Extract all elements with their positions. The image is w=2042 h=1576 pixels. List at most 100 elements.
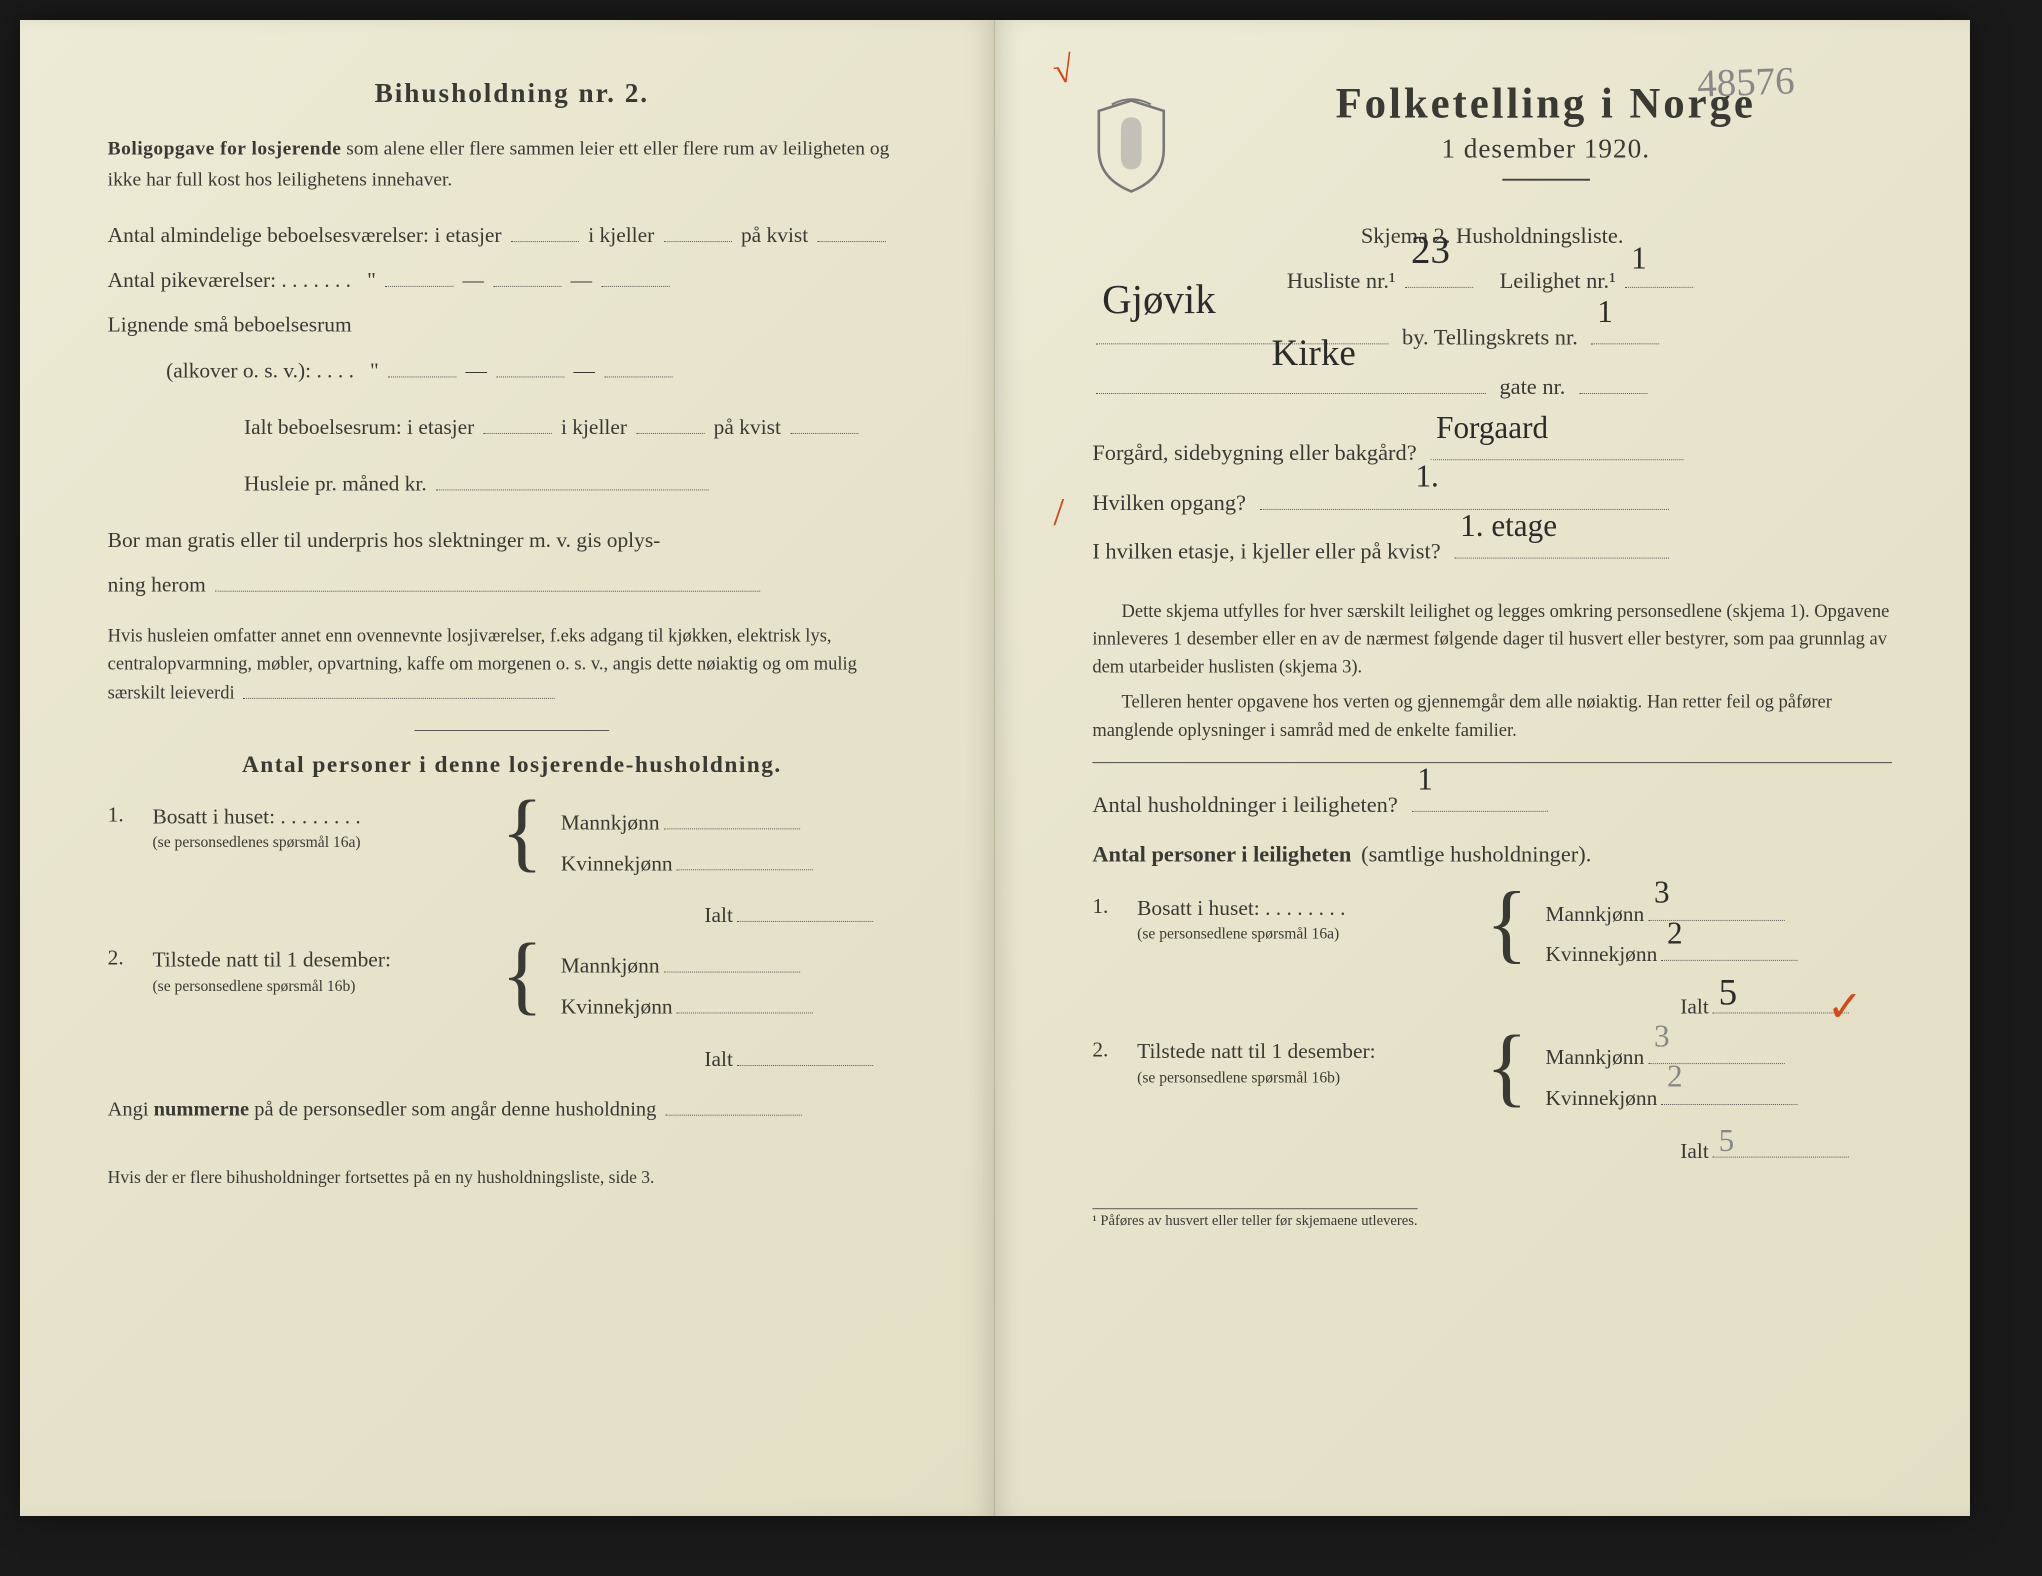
- label: Tilstede natt til 1 desember: (se person…: [1137, 1037, 1468, 1089]
- txt: Forgård, sidebygning eller bakgård?: [1092, 429, 1416, 478]
- right-row1: 1. Bosatt i huset: . . . . . . . . (se p…: [1092, 893, 1892, 974]
- kvinne-label: Kvinnekjønn: [1545, 942, 1657, 966]
- txt: Bosatt i huset: . . . . . . . .: [1137, 895, 1345, 919]
- kvinne-label: Kvinnekjønn: [561, 994, 673, 1018]
- blank: [663, 806, 799, 830]
- left-ialt2: Ialt: [108, 1043, 916, 1072]
- hand-val: Kirke: [1272, 313, 1356, 394]
- txt: I hvilken etasje, i kjeller eller på kvi…: [1092, 528, 1440, 577]
- date: 1 desember 1920.: [1199, 134, 1891, 165]
- txt: Tilstede natt til 1 desember:: [1137, 1039, 1375, 1063]
- num: 1.: [108, 802, 135, 827]
- blank: [511, 219, 579, 243]
- num: 1.: [1092, 893, 1119, 918]
- lead-bold: Boligopgave for losjerende: [108, 138, 342, 159]
- left-page: Bihusholdning nr. 2. Boligopgave for los…: [20, 20, 995, 1516]
- txt: ning herom: [108, 573, 206, 597]
- txt-bold: nummerne: [154, 1097, 249, 1120]
- hand-val: 1. etage: [1460, 491, 1557, 560]
- txt: i kjeller: [588, 223, 654, 247]
- txt: (samtlige husholdninger).: [1361, 830, 1591, 879]
- num: 2.: [1092, 1037, 1119, 1062]
- right-row2: 2. Tilstede natt til 1 desember: (se per…: [1092, 1037, 1892, 1118]
- ditto: ": [367, 268, 376, 292]
- hand-val: 2: [1667, 903, 1683, 962]
- txt: (alkover o. s. v.): . . . .: [166, 358, 354, 382]
- mann-label: Mannkjønn: [561, 954, 660, 978]
- krets-blank: 1: [1591, 320, 1659, 345]
- blank: [601, 263, 669, 287]
- hand-val: Forgaard: [1436, 393, 1548, 462]
- pencil-number: 48576: [1696, 57, 1795, 106]
- blank: [677, 846, 813, 870]
- txt: Lignende små beboelsesrum: [108, 313, 352, 337]
- divider: [414, 730, 609, 731]
- mann-label: Mannkjønn: [1545, 1045, 1644, 1069]
- right-footnote: ¹ Påføres av husvert eller teller før sk…: [1092, 1208, 1417, 1229]
- txt: Bor man gratis eller til underpris hos s…: [108, 528, 661, 552]
- antal-pers-head: Antal personer i leiligheten (samtlige h…: [1092, 830, 1892, 879]
- txt: Bosatt i huset: . . . . . . . .: [152, 804, 360, 828]
- brace-icon: {: [1486, 1033, 1528, 1101]
- left-note: Hvis husleien omfatter annet enn ovennev…: [108, 621, 916, 708]
- mann-label: Mannkjønn: [1545, 901, 1644, 925]
- hand-val: 5: [1719, 972, 1738, 1015]
- red-check-mark: √: [1050, 48, 1077, 94]
- red-slash-mark: /: [1053, 469, 1064, 555]
- left-subhead: Antal personer i denne losjerende-hushol…: [108, 752, 916, 778]
- ditto: —: [463, 268, 484, 292]
- ialt-label: Ialt: [704, 1047, 733, 1071]
- gate-blank: Kirke: [1096, 369, 1486, 394]
- vals: Mannkjønn3 Kvinnekjønn2: [1545, 893, 1892, 974]
- txt: Husliste nr.¹: [1287, 268, 1396, 292]
- blank: [604, 353, 672, 377]
- mann-label: Mannkjønn: [561, 810, 660, 834]
- blank: [484, 410, 552, 434]
- kvinne-label: Kvinnekjønn: [561, 850, 673, 874]
- blank: [677, 990, 813, 1014]
- antal-hush-blank: 1: [1411, 788, 1547, 813]
- etasje-blank: 1. etage: [1454, 534, 1668, 559]
- blank: 2: [1661, 1082, 1797, 1106]
- blank: [665, 1093, 801, 1115]
- sub: (se personsedlenes spørsmål 16a): [152, 833, 483, 854]
- txt: Antal pikeværelser: . . . . . . .: [108, 268, 351, 292]
- left-tinyfoot: Hvis der er flere bihusholdninger fortse…: [108, 1167, 916, 1187]
- txt: Ialt beboelsesrum: i etasjer: [244, 414, 474, 438]
- txt: på de personsedler som angår denne husho…: [249, 1097, 656, 1120]
- hand-val: 23: [1411, 211, 1450, 289]
- hand-val: 1: [1597, 277, 1613, 346]
- coat-of-arms-icon: [1092, 98, 1170, 195]
- ialt-label: Ialt: [704, 903, 733, 927]
- blank: [817, 219, 885, 243]
- ditto: —: [571, 268, 592, 292]
- txt: i kjeller: [561, 414, 627, 438]
- blank: [790, 410, 858, 434]
- txt: på kvist: [714, 414, 781, 438]
- label: Bosatt i huset: . . . . . . . . (se pers…: [1137, 893, 1468, 945]
- right-ialt1: Ialt5 ✓: [1092, 990, 1892, 1019]
- left-ialt1: Ialt: [108, 899, 916, 928]
- brace-icon: {: [501, 942, 543, 1010]
- hand-val: 1: [1631, 226, 1647, 288]
- sub: (se personsedlene spørsmål 16b): [1137, 1068, 1468, 1089]
- right-divider: [1092, 763, 1892, 764]
- txt: Antal almindelige beboelsesværelser: i e…: [108, 223, 502, 247]
- forgard-blank: Forgaard: [1430, 436, 1683, 461]
- line-pike: Antal pikeværelser: . . . . . . . " — —: [108, 258, 916, 303]
- blank: [493, 263, 561, 287]
- blank: [664, 219, 732, 243]
- instr1: Dette skjema utfylles for hver særskilt …: [1092, 599, 1892, 682]
- hand-val: 1.: [1415, 442, 1438, 511]
- blank: [388, 353, 456, 377]
- ditto: ": [370, 358, 379, 382]
- hand-val: 1: [1417, 745, 1433, 814]
- line-alm: Antal almindelige beboelsesværelser: i e…: [108, 213, 916, 258]
- line-gratis: Bor man gratis eller til underpris hos s…: [108, 518, 916, 563]
- num: 2.: [108, 946, 135, 971]
- hand-val: Gjøvik: [1102, 255, 1216, 345]
- left-title: Bihusholdning nr. 2.: [108, 78, 916, 109]
- left-lead: Boligopgave for losjerende som alene ell…: [108, 133, 916, 195]
- txt: Hvilken opgang?: [1092, 479, 1246, 528]
- line-gratis2: ning herom: [108, 563, 916, 608]
